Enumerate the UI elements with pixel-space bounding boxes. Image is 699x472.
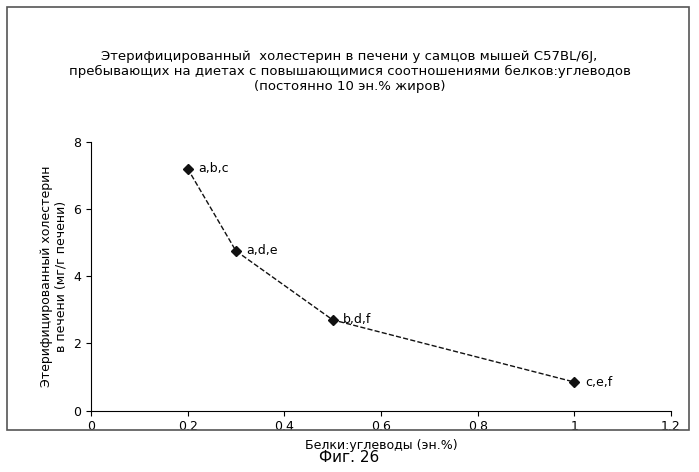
Y-axis label: Этерифицированный холестерин
в печени (мг/г печени): Этерифицированный холестерин в печени (м… xyxy=(40,165,68,387)
Text: c,e,f: c,e,f xyxy=(585,376,612,388)
Text: Фиг. 26: Фиг. 26 xyxy=(319,450,380,465)
Text: a,d,e: a,d,e xyxy=(247,244,278,257)
Text: b,d,f: b,d,f xyxy=(343,313,372,326)
Text: Этерифицированный  холестерин в печени у самцов мышей С57BL/6J,
пребывающих на д: Этерифицированный холестерин в печени у … xyxy=(69,50,630,93)
Text: a,b,c: a,b,c xyxy=(199,162,229,175)
X-axis label: Белки:углеводы (эн.%): Белки:углеводы (эн.%) xyxy=(305,439,457,452)
